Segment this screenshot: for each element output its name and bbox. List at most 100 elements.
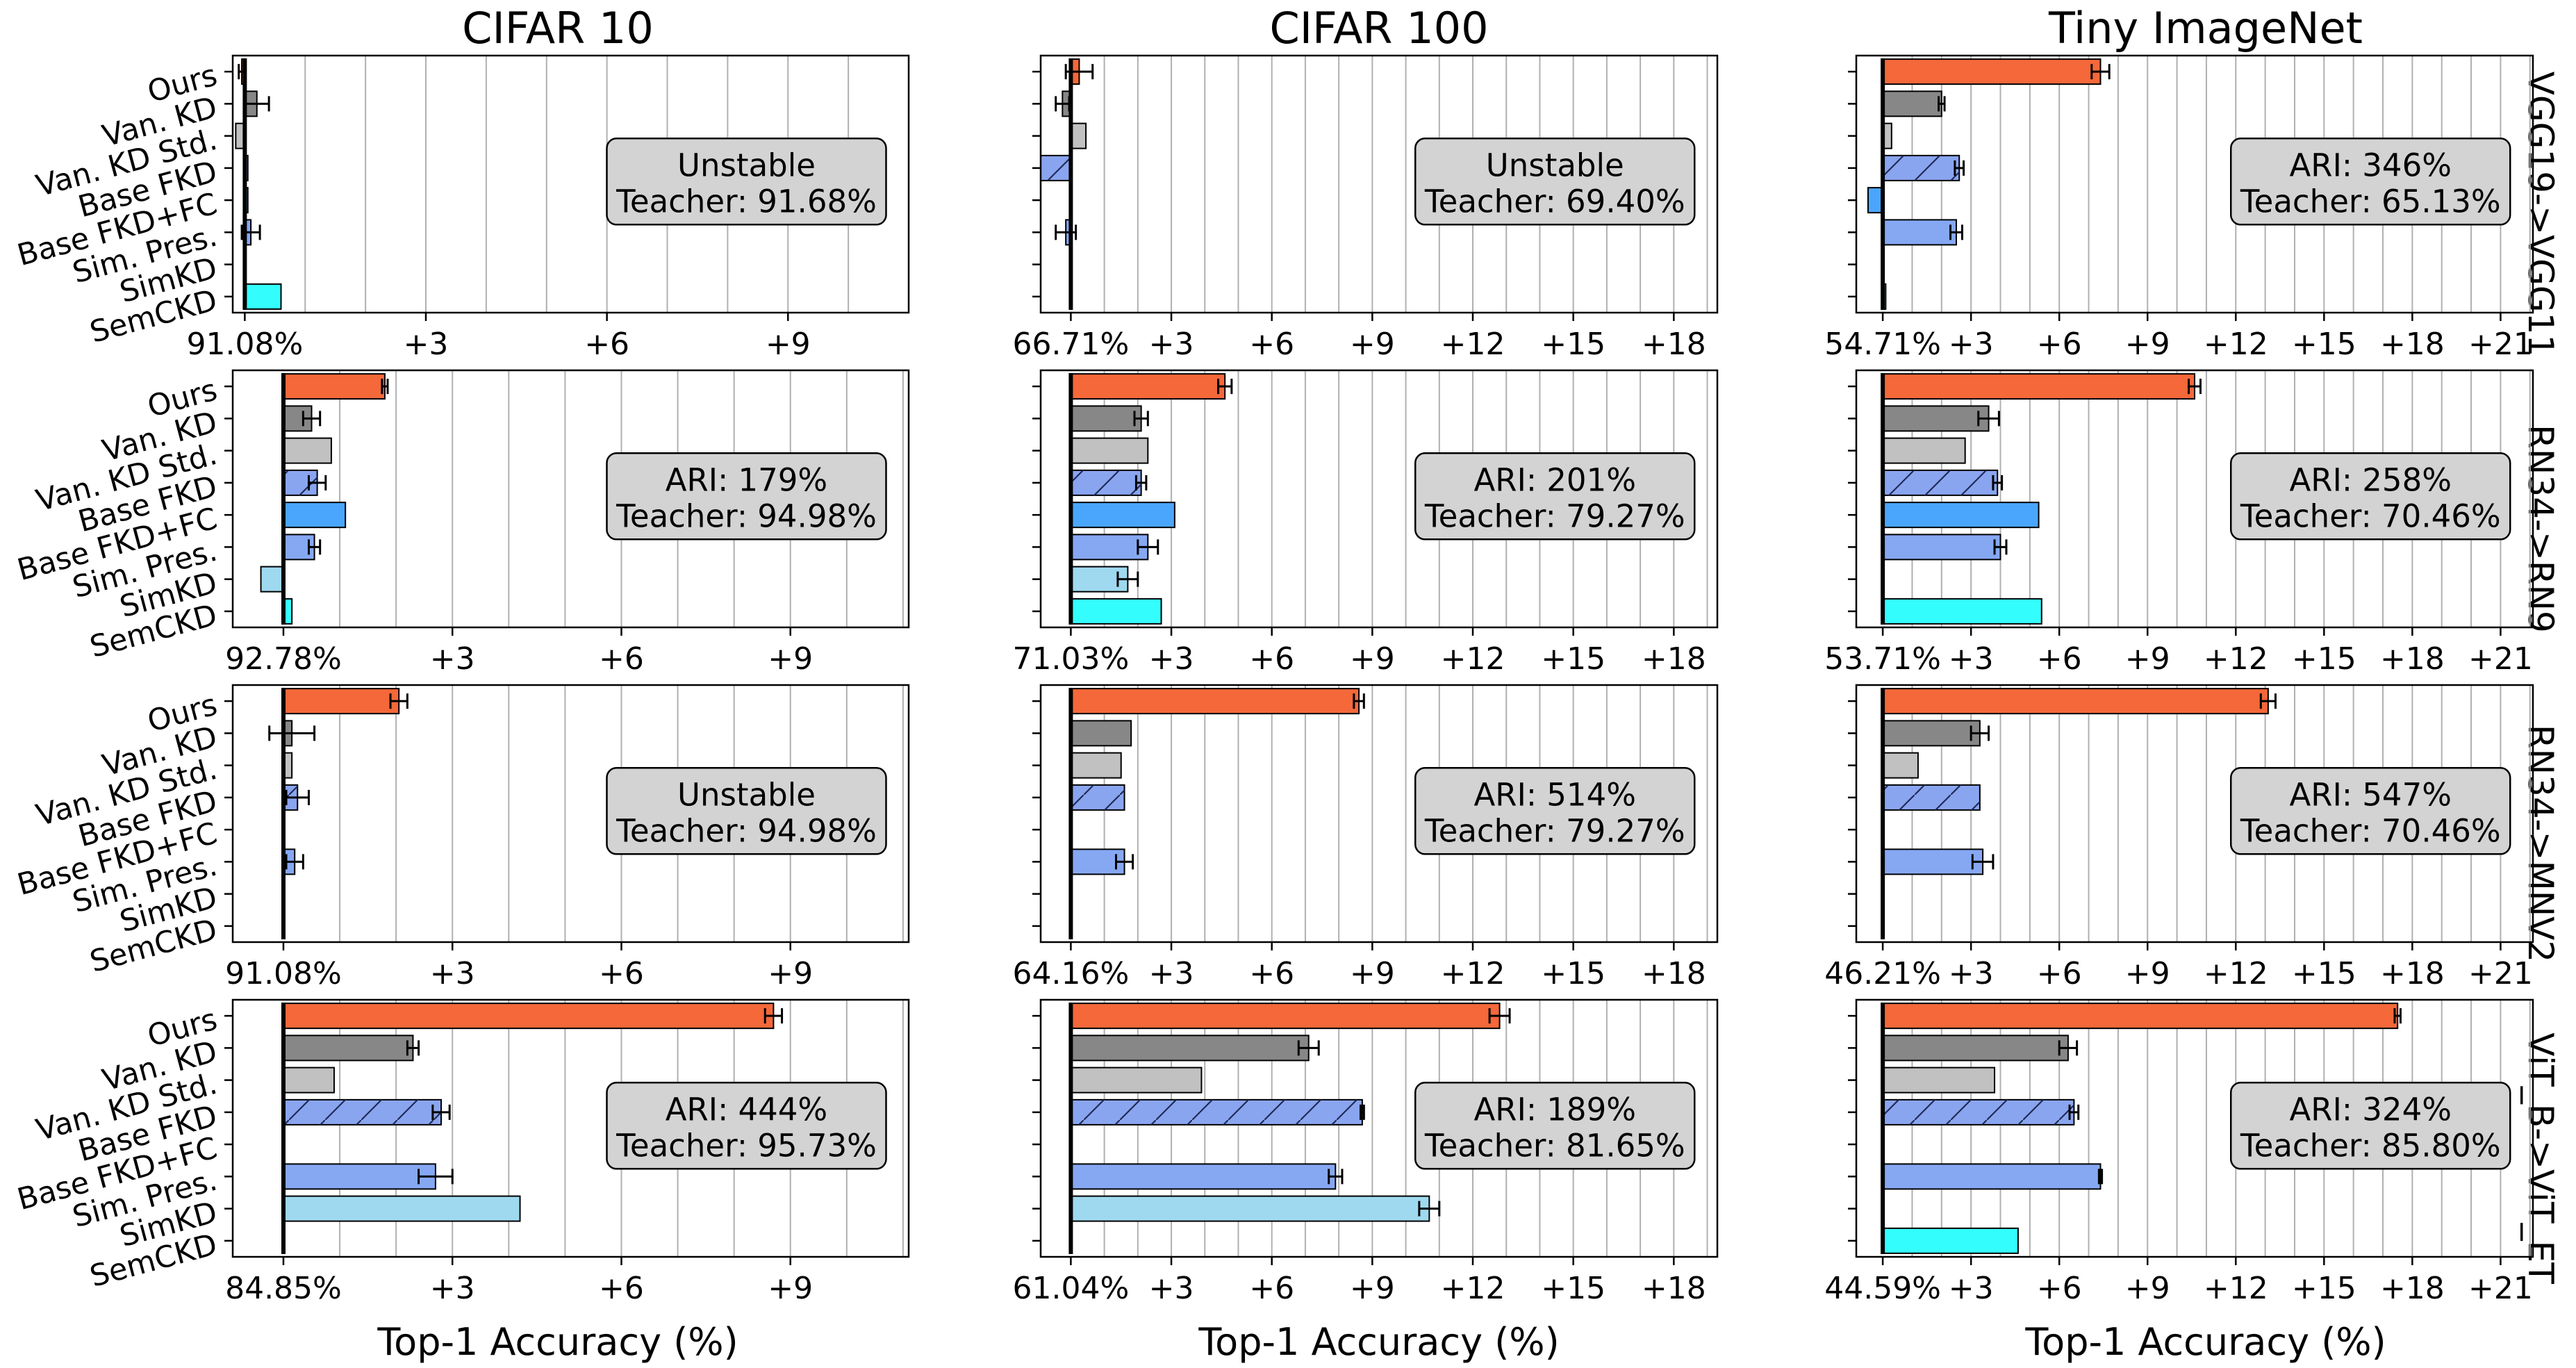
annotation-teacher: Teacher: 91.68% bbox=[616, 183, 877, 220]
annotation-box bbox=[606, 767, 887, 855]
bar-simkd bbox=[1070, 1195, 1430, 1222]
panel-r1-c2: 53.71% +3 +6 +9 +12 +15 +18 +21 ARI: 258%Teacher… bbox=[1824, 369, 2534, 677]
plot-frame bbox=[231, 998, 910, 1258]
bar-semckd bbox=[1882, 598, 2042, 625]
annotation-teacher: Teacher: 79.27% bbox=[1424, 497, 1685, 534]
annotation-line-1: Unstable bbox=[677, 147, 816, 183]
x-tick-label: +6 bbox=[1249, 956, 1294, 991]
bar-semckd bbox=[1882, 1227, 2019, 1254]
bar-hatch bbox=[1883, 784, 1980, 810]
x-tick-label-baseline: 54.71% bbox=[1824, 327, 1941, 362]
annotation-line-1: ARI: 444% bbox=[666, 1091, 827, 1128]
plot-frame bbox=[231, 684, 910, 943]
bar-ours bbox=[282, 1003, 775, 1030]
bar-hatch bbox=[1071, 784, 1125, 810]
x-tick-label: +18 bbox=[1642, 1271, 1706, 1306]
annotation-teacher: Teacher: 70.46% bbox=[2240, 497, 2501, 534]
annotation-line-1: ARI: 189% bbox=[1474, 1091, 1636, 1128]
x-tick-label: +15 bbox=[1541, 1271, 1605, 1306]
bar-simkd bbox=[282, 1195, 521, 1222]
x-tick-label: +21 bbox=[2468, 641, 2533, 677]
row-title-vgg19-vgg11: VGG19->VGG11 bbox=[2520, 72, 2561, 357]
annotation-box bbox=[2229, 452, 2511, 541]
bar-hatch bbox=[1883, 470, 1998, 495]
annotation-line-1: ARI: 514% bbox=[1474, 776, 1636, 813]
x-tick-label: +12 bbox=[1441, 956, 1505, 991]
annotation-line-1: ARI: 258% bbox=[2290, 461, 2452, 498]
annotation-line-1: ARI: 179% bbox=[666, 461, 827, 498]
annotation-teacher: Teacher: 65.13% bbox=[2240, 183, 2501, 220]
bar-van-kd-std bbox=[1070, 752, 1122, 779]
bar-semckd bbox=[1070, 598, 1162, 625]
x-tick-label: +3 bbox=[1149, 641, 1194, 677]
bar-base-fkd-fc bbox=[1867, 187, 1884, 214]
x-tick-label: +18 bbox=[2380, 1271, 2445, 1306]
bar-ours bbox=[1070, 1003, 1501, 1030]
x-tick-label: +15 bbox=[1541, 956, 1605, 991]
x-tick-label-baseline: 61.04% bbox=[1013, 1271, 1130, 1306]
annotation-teacher: Teacher: 69.40% bbox=[1424, 183, 1685, 220]
bar-sim-pres bbox=[1882, 1163, 2102, 1190]
bar-van-kd-std bbox=[1882, 437, 1966, 464]
x-tick-label: +15 bbox=[1541, 327, 1605, 362]
plot-frame bbox=[1855, 54, 2534, 314]
x-tick-label: +6 bbox=[599, 641, 644, 677]
panel-r2-c2: 46.21% +3 +6 +9 +12 +15 +18 +21 ARI: 547%Teacher… bbox=[1824, 684, 2534, 991]
annotation-box bbox=[606, 1082, 887, 1170]
bar-semckd bbox=[244, 283, 282, 310]
x-tick-label: +9 bbox=[1350, 956, 1395, 991]
bar-hatch bbox=[1041, 155, 1071, 181]
annotation-box bbox=[2229, 767, 2511, 855]
bar-van-kd-std bbox=[1070, 1066, 1203, 1094]
x-tick-label: +12 bbox=[2204, 641, 2268, 677]
bar-van-kd bbox=[1070, 720, 1132, 747]
x-tick-label: +6 bbox=[1249, 641, 1294, 677]
bar-van-kd-std bbox=[282, 1066, 335, 1094]
x-axis-label-col1: Top-1 Accuracy (%) bbox=[1198, 1320, 1559, 1364]
annotation-line-1: ARI: 547% bbox=[2290, 776, 2452, 813]
bar-van-kd-std bbox=[282, 437, 332, 464]
x-tick-label: +12 bbox=[2204, 327, 2268, 362]
plot-frame bbox=[1039, 54, 1719, 314]
bar-ours bbox=[1882, 1003, 2399, 1030]
plot-frame bbox=[231, 54, 910, 314]
x-tick-label: +3 bbox=[1949, 1271, 1994, 1306]
x-tick-label: +9 bbox=[768, 956, 813, 991]
x-tick-label: +18 bbox=[1642, 641, 1706, 677]
bar-ours bbox=[282, 373, 386, 400]
x-axis-label-col2: Top-1 Accuracy (%) bbox=[2024, 1320, 2386, 1364]
row-title-rn34-mnv2: RN34->MNV2 bbox=[2520, 725, 2561, 962]
x-tick-label: +18 bbox=[2380, 327, 2445, 362]
bar-hatch bbox=[1071, 470, 1141, 495]
x-tick-label-baseline: 46.21% bbox=[1824, 956, 1941, 991]
bar-simkd bbox=[260, 566, 284, 593]
bar-ours bbox=[282, 688, 400, 715]
x-tick-label-baseline: 91.08% bbox=[186, 327, 303, 362]
x-tick-label-baseline: 64.16% bbox=[1013, 956, 1130, 991]
row-title-rn34-rn9: RN34->RN9 bbox=[2520, 425, 2561, 633]
bar-hatch bbox=[1883, 155, 1960, 181]
x-tick-label: +21 bbox=[2468, 327, 2533, 362]
annotation-box bbox=[2229, 138, 2511, 226]
x-tick-label: +15 bbox=[2292, 956, 2356, 991]
plot-frame bbox=[231, 369, 910, 629]
x-tick-label: +3 bbox=[404, 327, 449, 362]
bar-sim-pres bbox=[1882, 848, 1984, 875]
annotation-box bbox=[2229, 1082, 2511, 1170]
bar-sim-pres bbox=[1070, 848, 1125, 875]
x-tick-label: +6 bbox=[2037, 641, 2082, 677]
bar-ours bbox=[1882, 58, 2102, 85]
x-tick-label: +3 bbox=[1149, 1271, 1194, 1306]
bar-sim-pres bbox=[1070, 534, 1149, 561]
annotation-line-1: ARI: 346% bbox=[2290, 147, 2452, 183]
x-tick-label: +15 bbox=[2292, 641, 2356, 677]
annotation-box bbox=[606, 138, 887, 226]
x-tick-label: +12 bbox=[1441, 327, 1505, 362]
x-tick-label: +9 bbox=[1350, 327, 1395, 362]
annotation-box bbox=[1414, 138, 1696, 226]
x-tick-label: +6 bbox=[599, 1271, 644, 1306]
x-tick-label: +6 bbox=[2037, 956, 2082, 991]
